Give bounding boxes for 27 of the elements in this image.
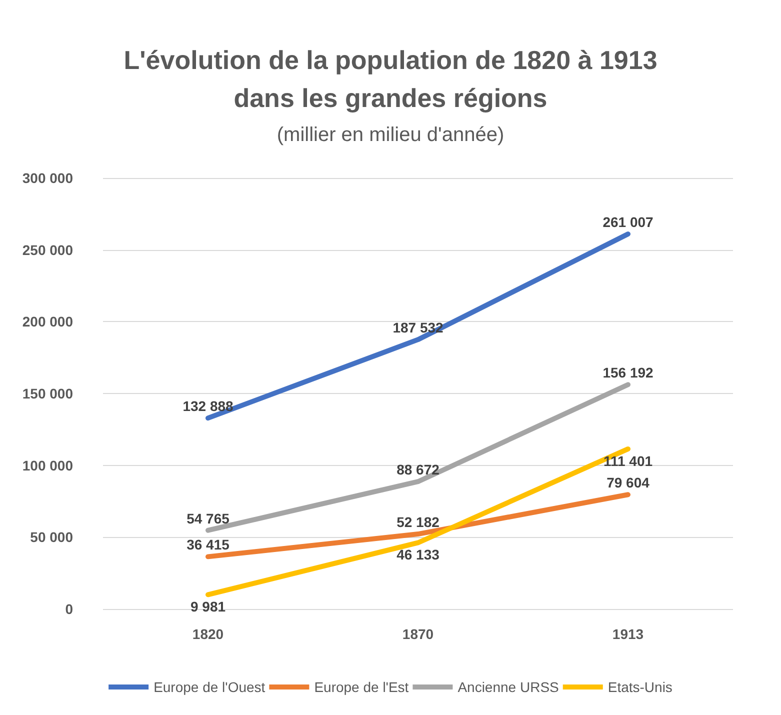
y-tick-label: 200 000 bbox=[22, 314, 74, 330]
y-tick-label: 150 000 bbox=[22, 386, 74, 402]
data-label: 46 133 bbox=[396, 546, 440, 563]
data-label: 52 182 bbox=[396, 514, 440, 530]
data-label: 132 888 bbox=[182, 398, 234, 414]
data-label: 88 672 bbox=[396, 462, 440, 478]
data-label: 54 765 bbox=[186, 510, 230, 526]
data-label: 156 192 bbox=[602, 364, 654, 381]
legend-label: Ancienne URSS bbox=[458, 679, 559, 695]
y-tick-label: 0 bbox=[65, 601, 74, 617]
data-label: 111 401 bbox=[603, 452, 653, 469]
chart-title: L'évolution de la population de 1820 à 1913 dans les grandes régions bbox=[124, 45, 658, 113]
data-label: 9 981 bbox=[190, 598, 226, 615]
legend-label: Europe de l'Est bbox=[314, 679, 409, 695]
y-tick-label: 250 000 bbox=[22, 242, 74, 258]
chart-subtitle: (millier en milieu d'année) bbox=[276, 124, 504, 146]
x-tick-label: 1820 bbox=[192, 626, 224, 642]
y-tick-label: 100 000 bbox=[22, 457, 74, 474]
legend-label: Etats-Unis bbox=[608, 679, 672, 695]
data-label: 261 007 bbox=[602, 214, 654, 230]
data-label: 79 604 bbox=[606, 474, 650, 491]
data-label: 36 415 bbox=[186, 536, 230, 553]
x-tick-label: 1870 bbox=[402, 626, 434, 642]
x-tick-label: 1913 bbox=[612, 626, 644, 642]
y-tick-label: 300 000 bbox=[22, 170, 74, 186]
y-tick-label: 50 000 bbox=[30, 529, 74, 546]
legend-label: Europe de l'Ouest bbox=[154, 679, 266, 695]
